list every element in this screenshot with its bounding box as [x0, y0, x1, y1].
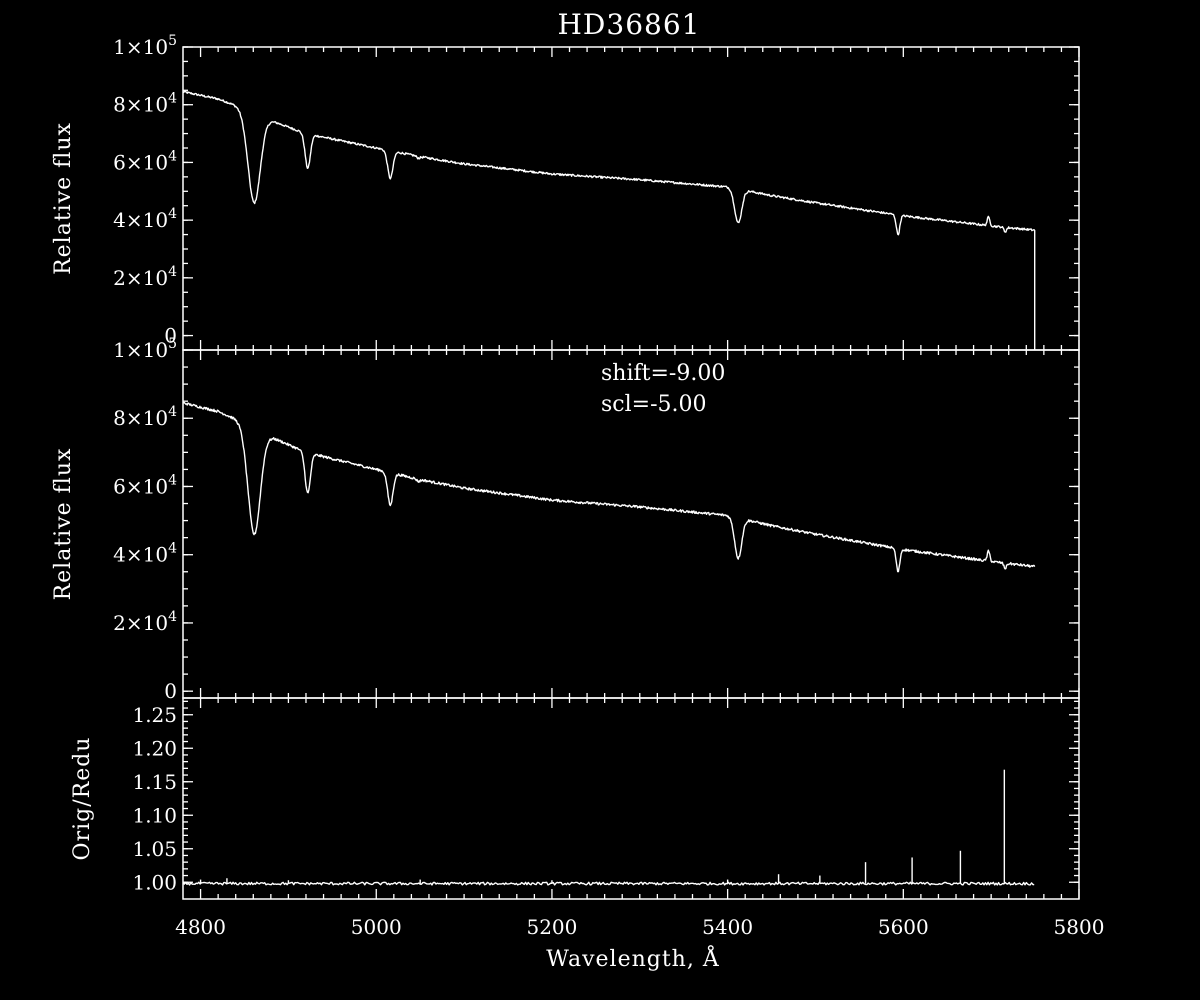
y-tick-label: 2×104: [113, 609, 177, 635]
y-tick-label: 1.25: [132, 703, 177, 727]
y-tick-label: 1×105: [113, 33, 177, 59]
y-tick-label: 1.10: [132, 803, 177, 827]
y-tick-label: 1×105: [113, 336, 177, 362]
y-tick-label: 0: [164, 324, 177, 348]
y-tick-label: 1.05: [132, 837, 177, 861]
y-tick-label: 1.15: [132, 770, 177, 794]
y-tick-label: 6×104: [113, 472, 177, 498]
y-axis-label: Orig/Redu: [70, 737, 95, 861]
flux-series: [182, 401, 1036, 573]
panel-frame: [182, 697, 1080, 900]
ratio-series: [182, 881, 1035, 886]
x-tick-label: 5200: [526, 915, 577, 939]
y-tick-label: 8×104: [113, 91, 177, 117]
y-tick-label: 6×104: [113, 148, 177, 174]
y-tick-label: 4×104: [113, 541, 177, 567]
y-axis-label: Relative flux: [51, 448, 76, 601]
flux-series: [182, 90, 1036, 350]
x-axis-label: Wavelength, Å: [546, 944, 720, 972]
annotation-text: shift=-9.00: [601, 361, 725, 386]
panel-frame: [182, 46, 1080, 351]
y-tick-label: 2×104: [113, 264, 177, 290]
y-tick-label: 8×104: [113, 404, 177, 430]
y-tick-label: 0: [164, 679, 177, 703]
y-tick-label: 1.20: [132, 736, 177, 760]
x-tick-label: 5400: [702, 915, 753, 939]
panel-middle: 1×105 8×104 6×104 4×104 2×104 0 Relative flux s…: [51, 336, 1080, 703]
x-tick-label: 5000: [351, 915, 402, 939]
y-axis-label: Relative flux: [51, 122, 76, 275]
chart-title: HD36861: [558, 8, 701, 41]
annotation-text: scl=-5.00: [601, 392, 707, 417]
x-tick-label: 5600: [878, 915, 929, 939]
x-axis-tick-labels: 4800 5000 5200 5400 5600 5800: [175, 915, 1104, 939]
panel-bottom: 1.25 1.20 1.15 1.10 1.05 1.00 Orig/Redu: [70, 697, 1080, 900]
x-tick-label: 5800: [1054, 915, 1105, 939]
x-tick-label: 4800: [175, 915, 226, 939]
y-tick-label: 1.00: [132, 870, 177, 894]
y-tick-label: 4×104: [113, 206, 177, 232]
panel-top: 1×105 8×104 6×104 4×104 2×104 0 Relative flux: [51, 33, 1080, 351]
